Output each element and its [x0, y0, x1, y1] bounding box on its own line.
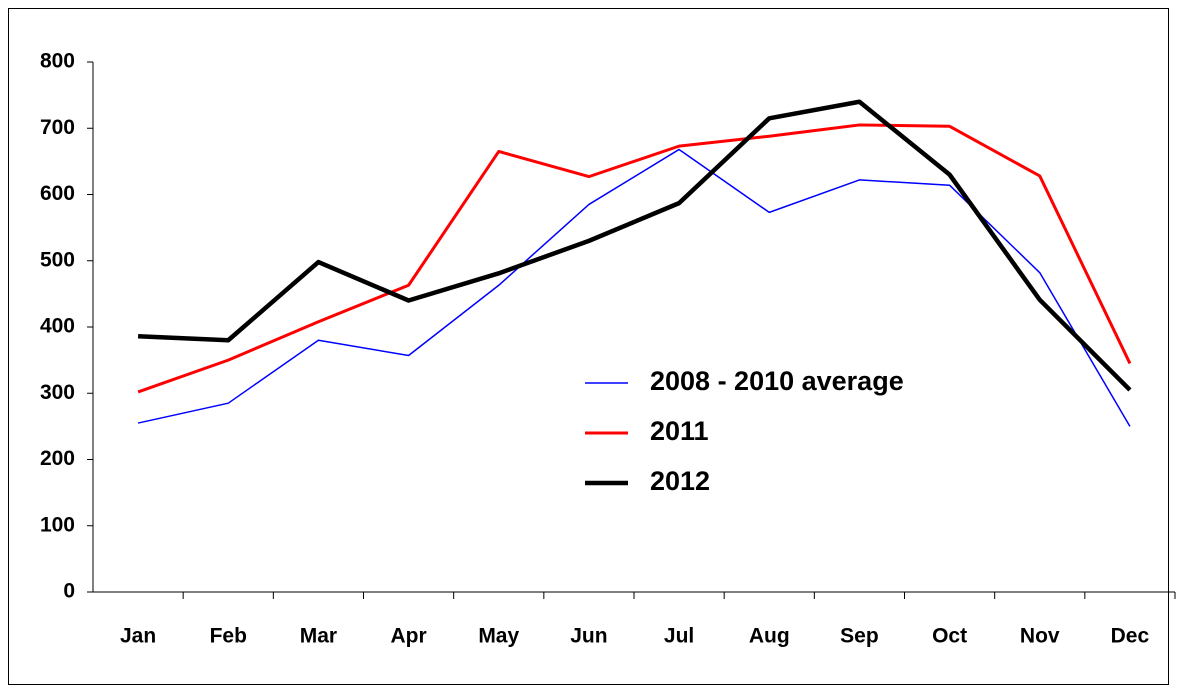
x-tick-label: Mar [300, 625, 337, 648]
series-line [137, 148, 1131, 427]
y-tick-label: 600 [40, 182, 75, 205]
legend-label: 2008 - 2010 average [650, 366, 904, 396]
x-tick-label: Feb [210, 625, 247, 648]
chart-border [8, 8, 1169, 685]
x-tick-label: Dec [1111, 625, 1150, 648]
x-tick-label: May [478, 625, 519, 648]
y-tick-label: 100 [40, 513, 75, 536]
y-tick-label: 400 [40, 315, 75, 338]
x-tick-label: Jun [570, 625, 607, 648]
x-tick-label: Jul [664, 625, 694, 648]
y-tick-label: 0 [63, 580, 75, 603]
y-tick-label: 700 [40, 116, 75, 139]
y-tick-label: 500 [40, 248, 75, 271]
legend-label: 2012 [650, 466, 710, 496]
x-tick-label: Nov [1020, 625, 1060, 648]
x-tick-label: Sep [840, 625, 879, 648]
series-line [137, 123, 1132, 394]
x-tick-label: Oct [932, 625, 967, 648]
series-line [137, 99, 1132, 392]
y-tick-label: 200 [40, 447, 75, 470]
legend-label: 2011 [650, 416, 709, 446]
x-tick-label: Aug [749, 625, 790, 648]
y-tick-label: 800 [40, 50, 75, 73]
x-tick-label: Jan [120, 625, 156, 648]
x-tick-label: Apr [390, 625, 426, 648]
y-tick-label: 300 [40, 381, 75, 404]
